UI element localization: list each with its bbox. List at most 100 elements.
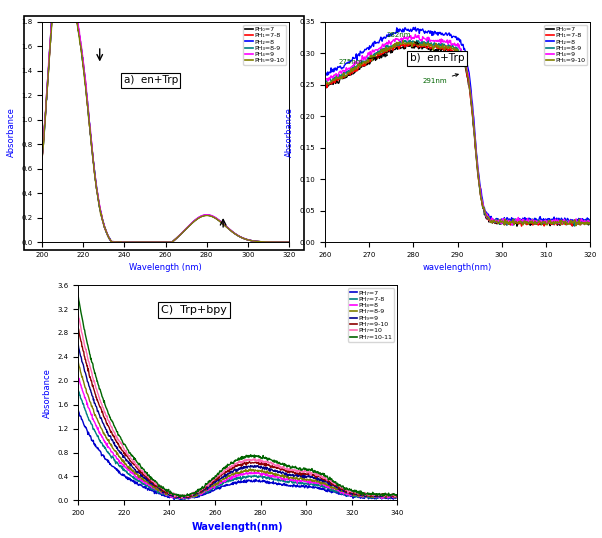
Line: PH₄=9: PH₄=9 [42, 11, 289, 243]
PH₅=9-10 [573, 222, 580, 229]
PH₉=9 [75, 341, 82, 348]
PH₅=9-10 [399, 38, 406, 44]
PH₇=10 [176, 493, 183, 499]
PH₅=9-10 [151, 239, 158, 245]
PH₀=7 [39, 152, 46, 159]
Legend: PH₇=7, PH₇=7-8, PH₈=8, PH₇=8-9, PH₉=9, PH₇=9-10, PH₇=10, PH₇=10-11: PH₇=7, PH₇=7-8, PH₈=8, PH₇=8-9, PH₉=9, P… [348, 288, 394, 342]
Y-axis label: Absorbance: Absorbance [43, 368, 52, 417]
PH₇=10 [178, 495, 185, 501]
PH₄=9 [102, 228, 110, 234]
PH₃=8-9 [39, 154, 46, 161]
PH₇=10-11 [176, 494, 184, 500]
PH₇=10-11 [362, 491, 370, 497]
PH₀=7 [58, 8, 65, 15]
PH₁=7-8 [427, 45, 434, 52]
PH₄=9 [353, 59, 361, 66]
PH₇=10-11 [285, 462, 292, 469]
PH₇=10-11 [153, 479, 160, 485]
PH₄=9 [151, 239, 158, 245]
PH₇=7-8 [362, 494, 370, 500]
PH₄=9 [408, 36, 415, 43]
PH₄=9 [515, 218, 523, 224]
PH₃=8-9 [204, 212, 211, 218]
PH₂=8 [102, 228, 110, 234]
PH₁=7-8 [51, 8, 58, 15]
PH₇=8-9 [285, 473, 292, 479]
PH₂=8 [514, 217, 521, 224]
PH₃=8-9 [151, 239, 158, 245]
PH₃=8-9 [427, 40, 434, 47]
PH₁=7-8 [82, 88, 90, 94]
Text: a)  en+Trp: a) en+Trp [123, 75, 178, 86]
PH₇=10 [362, 491, 370, 498]
X-axis label: Wavelength(nm): Wavelength(nm) [192, 522, 284, 532]
PH₇=7 [153, 490, 160, 497]
PH₈=8 [153, 487, 160, 493]
PH₁=7-8 [151, 239, 158, 245]
PH₄=9 [185, 223, 192, 230]
PH₁=7-8 [285, 239, 293, 245]
PH₁=7-8 [514, 217, 521, 224]
Y-axis label: Absorbance: Absorbance [285, 107, 294, 157]
PH₇=9-10 [177, 494, 184, 501]
PH₁=7-8 [102, 228, 110, 234]
PH₇=8-9 [75, 359, 82, 365]
PH₇=10 [164, 488, 172, 494]
PH₇=8-9 [164, 490, 172, 497]
PH₈=8 [285, 477, 292, 483]
Line: PH₁=7-8: PH₁=7-8 [325, 43, 590, 226]
PH₀=7 [204, 212, 211, 218]
PH₄=9 [285, 239, 293, 245]
PH₉=9 [178, 494, 185, 501]
Line: PH₂=8: PH₂=8 [42, 12, 289, 243]
Text: 282nm: 282nm [387, 32, 418, 44]
PH₁=7-8 [408, 41, 415, 48]
PH₇=10-11 [164, 487, 172, 494]
Text: C)  Trp+bpy: C) Trp+bpy [161, 305, 227, 315]
PH₇=7-8 [179, 497, 187, 503]
PH₄=9 [489, 217, 496, 223]
PH₂=8 [225, 225, 232, 232]
PH₄=9 [204, 211, 211, 218]
PH₇=7-8 [176, 495, 183, 501]
PH₄=9 [225, 225, 232, 232]
PH₄=9 [509, 222, 516, 229]
Line: PH₉=9: PH₉=9 [78, 344, 397, 498]
PH₅=9-10 [285, 239, 293, 245]
PH₃=8-9 [102, 228, 110, 235]
PH₂=8 [285, 239, 293, 245]
PH₅=9-10 [489, 220, 496, 226]
PH₉=9 [285, 471, 292, 478]
Line: PH₅=9-10: PH₅=9-10 [325, 41, 590, 225]
PH₄=9 [427, 37, 434, 44]
PH₇=9-10 [153, 484, 160, 490]
Text: b)  en+Trp: b) en+Trp [410, 53, 464, 63]
PH₇=10-11 [323, 472, 330, 479]
PH₇=9-10 [394, 493, 401, 499]
PH₃=8-9 [63, 8, 70, 14]
PH₇=9-10 [362, 492, 370, 499]
PH₉=9 [176, 494, 183, 500]
PH₇=8-9 [362, 491, 370, 498]
PH₁=7-8 [204, 212, 211, 218]
Text: 291nm: 291nm [422, 74, 458, 84]
PH₇=7-8 [153, 487, 160, 494]
PH₀=7 [427, 49, 434, 56]
PH₇=10 [75, 311, 82, 317]
PH₁=7-8 [321, 80, 329, 86]
PH₃=8-9 [82, 89, 90, 95]
PH₅=9-10 [515, 220, 522, 226]
PH₇=7 [164, 494, 172, 500]
PH₇=10-11 [75, 293, 82, 300]
Y-axis label: Absorbance: Absorbance [7, 107, 16, 157]
PH₇=10 [323, 477, 330, 483]
PH₇=9-10 [164, 490, 172, 496]
PH₃=8-9 [408, 39, 415, 46]
PH₂=8 [515, 216, 522, 223]
PH₇=8-9 [176, 494, 183, 500]
Legend: PH₀=7, PH₁=7-8, PH₂=8, PH₃=8-9, PH₄=9, PH₅=9-10: PH₀=7, PH₁=7-8, PH₂=8, PH₃=8-9, PH₄=9, P… [544, 25, 587, 65]
Line: PH₃=8-9: PH₃=8-9 [325, 40, 590, 226]
PH₂=8 [204, 212, 211, 218]
PH₅=9-10 [102, 228, 110, 235]
PH₅=9-10 [225, 226, 232, 232]
